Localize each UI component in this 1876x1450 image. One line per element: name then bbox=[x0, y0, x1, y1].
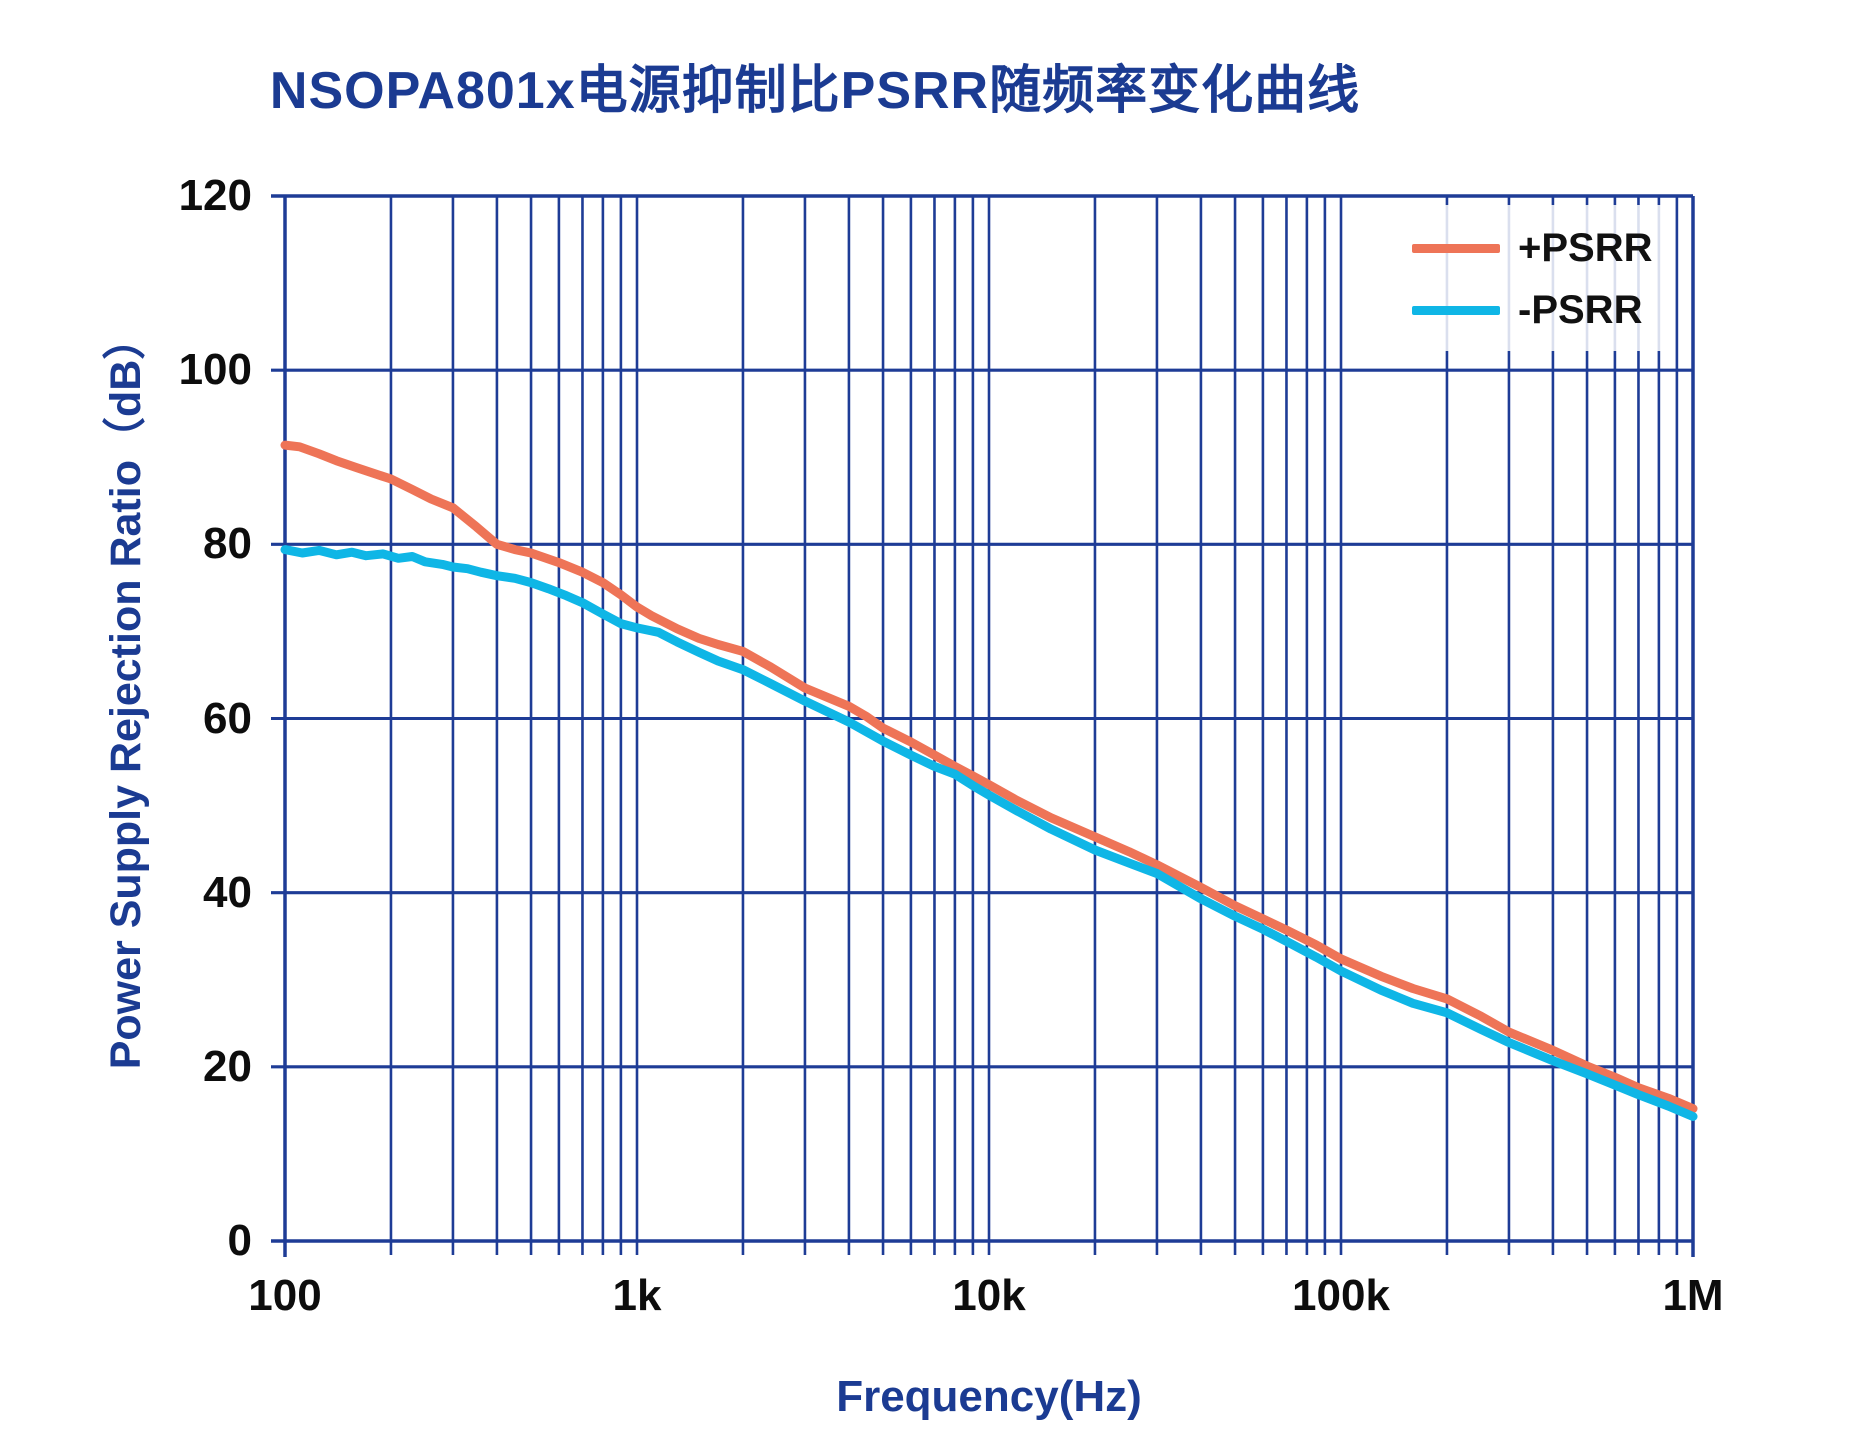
legend: +PSRR -PSRR bbox=[1398, 205, 1670, 351]
legend-label-psrr-plus: +PSRR bbox=[1518, 226, 1653, 270]
y-tick-label: 20 bbox=[203, 1041, 252, 1091]
legend-label-psrr-minus: -PSRR bbox=[1518, 288, 1643, 332]
x-axis-title: Frequency(Hz) bbox=[836, 1372, 1142, 1421]
legend-item-psrr-plus: +PSRR bbox=[1398, 217, 1670, 279]
y-tick-label: 40 bbox=[203, 867, 252, 917]
legend-item-psrr-minus: -PSRR bbox=[1398, 279, 1670, 341]
y-tick-label: 80 bbox=[203, 519, 252, 569]
x-tick-label: 1k bbox=[612, 1271, 662, 1320]
x-tick-label: 1M bbox=[1662, 1271, 1724, 1320]
x-tick-label: 100 bbox=[248, 1271, 322, 1320]
x-tick-label: 10k bbox=[952, 1271, 1026, 1320]
y-tick-label: 100 bbox=[178, 345, 252, 395]
curve-psrr-plus bbox=[280, 440, 1698, 1114]
x-tick-label: 100k bbox=[1292, 1271, 1390, 1320]
chart-title: NSOPA801x电源抑制比PSRR随频率变化曲线 bbox=[269, 62, 1361, 120]
psrr-minus-line-swatch bbox=[1412, 305, 1500, 315]
y-tick-label: 0 bbox=[227, 1216, 252, 1265]
psrr-plus-line-swatch bbox=[1412, 243, 1500, 253]
y-tick-label: 120 bbox=[178, 171, 252, 220]
curve-psrr-minus bbox=[280, 545, 1698, 1121]
y-tick-label: 60 bbox=[203, 693, 252, 743]
